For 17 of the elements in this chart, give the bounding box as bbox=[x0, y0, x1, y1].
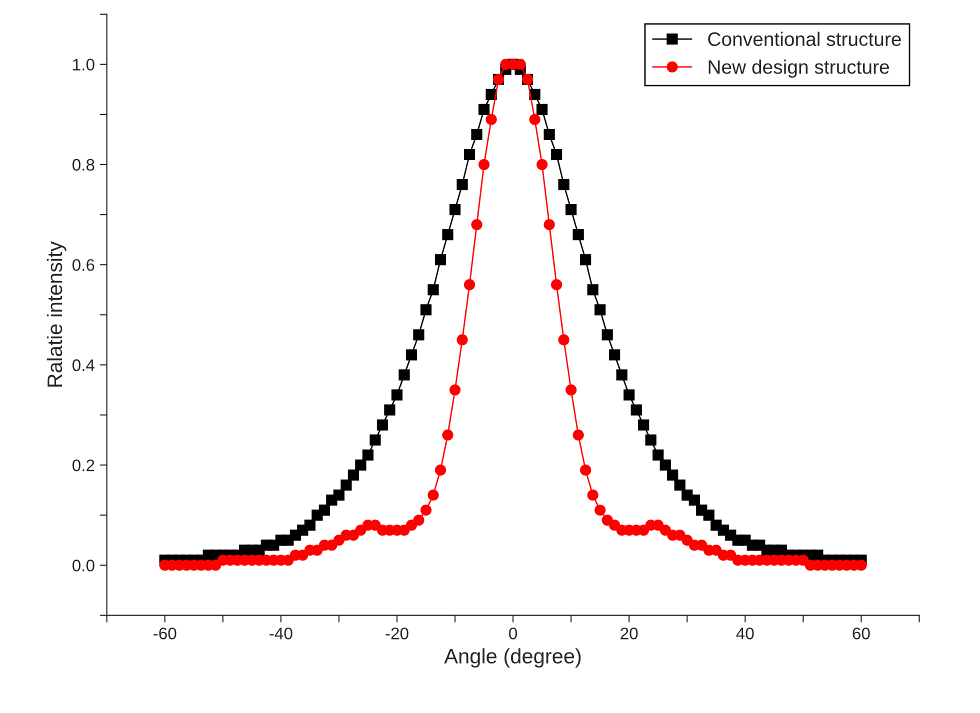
y-axis-title: Ralatie intensity bbox=[46, 241, 66, 387]
y-tick-label: 1.0 bbox=[73, 58, 94, 71]
y-tick-label: 0.6 bbox=[72, 259, 94, 271]
x-axis-title: Angle (degree) bbox=[444, 648, 581, 668]
legend-label: New design structure bbox=[708, 60, 889, 78]
x-tick-label: 40 bbox=[736, 628, 754, 640]
x-tick-label: -40 bbox=[270, 628, 292, 640]
x-tick-label: -60 bbox=[154, 628, 176, 640]
y-tick-label: 0.8 bbox=[72, 158, 94, 171]
x-tick-label: 0 bbox=[509, 628, 518, 640]
y-tick-label: 0.4 bbox=[72, 359, 95, 372]
x-tick-label: 20 bbox=[620, 628, 638, 640]
legend-label: Conventional structure bbox=[708, 32, 901, 46]
x-tick-label: 60 bbox=[852, 628, 870, 640]
y-tick-label: 0.2 bbox=[72, 459, 94, 472]
y-tick-label: 0.0 bbox=[72, 560, 94, 572]
x-tick-label: -20 bbox=[386, 628, 408, 640]
